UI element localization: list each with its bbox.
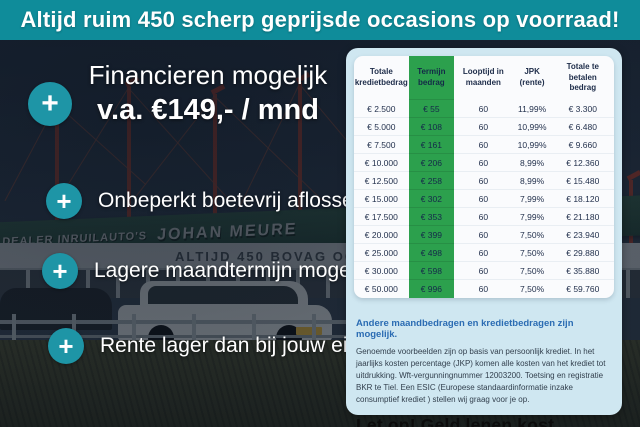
cell-kredietbedrag: € 7.500 xyxy=(354,136,409,154)
table-header-row: Totale kredietbedrag Termijn bedrag Loop… xyxy=(354,56,614,100)
cell-totaal: € 59.760 xyxy=(566,284,600,294)
table-row: € 7.500 € 161 60 10,99% € 9.660 xyxy=(354,136,614,154)
cell-kredietbedrag: € 50.000 xyxy=(364,284,398,294)
bullet-label: Onbeperkt boetevrij aflossen xyxy=(98,189,366,212)
cell-looptijd: 60 xyxy=(454,136,513,154)
table-row: € 50.000 € 996 60 7,50% € 59.760 xyxy=(354,280,614,298)
bullet-label: Lagere maandtermijn mogelijk xyxy=(94,259,376,282)
promo-bullet-maandtermijn: + Lagere maandtermijn mogelijk xyxy=(42,253,375,289)
cell-jpk: 10,99% xyxy=(512,118,552,136)
cell-jpk: 10,99% xyxy=(512,136,552,154)
cell-kredietbedrag: € 12.500 xyxy=(354,172,409,190)
cell-kredietbedrag: € 17.500 xyxy=(354,208,409,226)
table-row: € 25.000 € 498 60 7,50% € 29.880 xyxy=(354,244,614,262)
finance-panel: Totale kredietbedrag Termijn bedrag Loop… xyxy=(346,48,622,427)
cell-termijnbedrag: € 161 xyxy=(408,136,455,154)
table-row: € 2.500 € 55 60 11,99% € 3.300 xyxy=(354,100,614,118)
cell-termijnbedrag: € 353 xyxy=(408,208,455,226)
cell-jpk: 7,99% xyxy=(512,190,552,208)
cell-looptijd: 60 xyxy=(454,154,513,172)
plus-icon: + xyxy=(48,328,84,364)
cell-totaal: € 12.360 xyxy=(551,154,614,172)
cell-looptijd: 60 xyxy=(454,118,513,136)
cell-termijnbedrag: € 258 xyxy=(408,172,455,190)
cell-totaal: € 23.940 xyxy=(551,226,614,244)
banner-text: Altijd ruim 450 scherp geprijsde occasio… xyxy=(20,7,620,32)
cell-looptijd: 60 xyxy=(454,244,513,262)
cell-jpk: 11,99% xyxy=(512,100,552,118)
column-header-jpk: JPK (rente) xyxy=(519,67,545,87)
column-header-kredietbedrag: Totale kredietbedrag xyxy=(354,67,408,87)
table-row: € 12.500 € 258 60 8,99% € 15.480 xyxy=(354,172,614,190)
table-row: € 20.000 € 399 60 7,50% € 23.940 xyxy=(354,226,614,244)
cell-kredietbedrag: € 20.000 xyxy=(354,226,409,244)
cell-kredietbedrag: € 2.500 xyxy=(354,100,409,118)
cell-jpk: 7,50% xyxy=(512,244,552,262)
credit-warning-text: Let op! Geld lenen kost geld xyxy=(356,415,555,427)
column-header-termijnbedrag: Termijn bedrag xyxy=(408,56,455,100)
cell-looptijd: 60 xyxy=(454,208,513,226)
cell-kredietbedrag: € 5.000 xyxy=(354,118,409,136)
headline-line1: Financieren mogelijk xyxy=(88,60,328,90)
cell-totaal: € 15.480 xyxy=(551,172,614,190)
credit-warning: Let op! Geld lenen kost geld € xyxy=(356,415,612,427)
cell-termijnbedrag: € 996 xyxy=(408,280,455,298)
table-row: € 10.000 € 206 60 8,99% € 12.360 xyxy=(354,154,614,172)
table-body: € 2.500 € 55 60 11,99% € 3.300 € 5.000 €… xyxy=(354,100,614,298)
finance-table: Totale kredietbedrag Termijn bedrag Loop… xyxy=(354,56,614,298)
cell-totaal: € 6.480 xyxy=(551,118,614,136)
disclaimer-title: Andere maandbedragen en kredietbedragen … xyxy=(356,318,574,340)
cell-termijnbedrag: € 302 xyxy=(408,190,455,208)
cell-kredietbedrag: € 25.000 xyxy=(354,244,409,262)
cell-jpk: 7,50% xyxy=(512,262,552,280)
cell-totaal: € 29.880 xyxy=(551,244,614,262)
cell-kredietbedrag: € 15.000 xyxy=(354,190,409,208)
headline-line2: v.a. €149,- / mnd xyxy=(97,94,319,126)
top-banner: Altijd ruim 450 scherp geprijsde occasio… xyxy=(0,0,640,40)
cell-termijnbedrag: € 399 xyxy=(408,226,455,244)
cell-looptijd: 60 xyxy=(454,100,513,118)
cell-termijnbedrag: € 206 xyxy=(408,154,455,172)
cell-looptijd: 60 xyxy=(454,262,513,280)
promo-headline: + Financieren mogelijk v.a. €149,- / mnd xyxy=(28,58,344,128)
cell-termijnbedrag: € 108 xyxy=(408,118,455,136)
cell-jpk: 7,50% xyxy=(520,284,545,294)
table-row: € 17.500 € 353 60 7,99% € 21.180 xyxy=(354,208,614,226)
cell-looptijd: 60 xyxy=(478,284,489,294)
plus-icon: + xyxy=(46,183,82,219)
cell-looptijd: 60 xyxy=(454,190,513,208)
cell-looptijd: 60 xyxy=(454,172,513,190)
table-row: € 5.000 € 108 60 10,99% € 6.480 xyxy=(354,118,614,136)
cell-termijnbedrag: € 55 xyxy=(408,100,455,118)
cell-jpk: 8,99% xyxy=(512,172,552,190)
column-header-totaal: Totale te betalen bedrag xyxy=(566,61,599,93)
plus-icon: + xyxy=(28,82,72,126)
column-header-looptijd: Looptijd in maanden xyxy=(462,67,504,87)
cell-totaal: € 35.880 xyxy=(551,262,614,280)
cell-totaal: € 9.660 xyxy=(551,136,614,154)
cell-kredietbedrag: € 10.000 xyxy=(354,154,409,172)
table-row: € 30.000 € 598 60 7,50% € 35.880 xyxy=(354,262,614,280)
cell-totaal: € 18.120 xyxy=(551,190,614,208)
plus-icon: + xyxy=(42,253,78,289)
promo-bullet-aflossen: + Onbeperkt boetevrij aflossen xyxy=(46,183,365,219)
cell-totaal: € 3.300 xyxy=(551,100,614,118)
cell-totaal: € 21.180 xyxy=(551,208,614,226)
cell-jpk: 7,50% xyxy=(512,226,552,244)
cell-kredietbedrag: € 30.000 xyxy=(354,262,409,280)
disclaimer-section: Andere maandbedragen en kredietbedragen … xyxy=(356,310,612,427)
cell-looptijd: 60 xyxy=(454,226,513,244)
cell-jpk: 7,99% xyxy=(512,208,552,226)
cell-jpk: 8,99% xyxy=(512,154,552,172)
cell-termijnbedrag: € 498 xyxy=(408,244,455,262)
table-row: € 15.000 € 302 60 7,99% € 18.120 xyxy=(354,190,614,208)
cell-termijnbedrag: € 598 xyxy=(408,262,455,280)
disclaimer-text: Genoemde voorbeelden zijn op basis van p… xyxy=(356,347,606,404)
